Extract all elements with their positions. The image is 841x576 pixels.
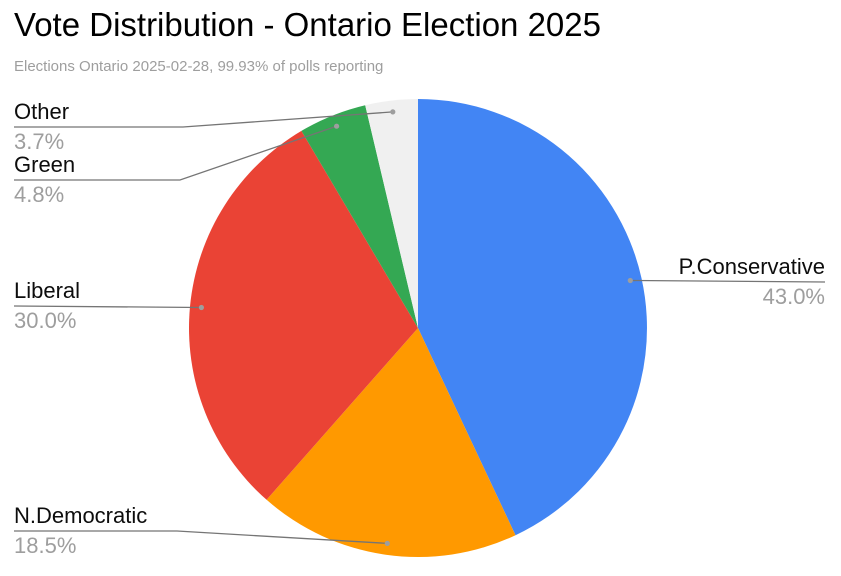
- pie-slice-green[interactable]: [301, 105, 418, 328]
- slice-percent-green: 4.8%: [14, 182, 65, 207]
- pie-slice-other[interactable]: [365, 99, 418, 328]
- callout-p-conservative: P.Conservative 43.0%: [679, 254, 825, 310]
- slice-label-liberal: Liberal: [14, 278, 81, 303]
- pie-slice-p-conservative[interactable]: [418, 99, 647, 536]
- leader-dot-liberal: [198, 304, 204, 311]
- leader-line-green: [14, 125, 337, 181]
- callout-other: Other 3.7%: [14, 99, 69, 155]
- callout-n-democratic: N.Democratic 18.5%: [14, 503, 147, 559]
- slice-label-p-conservative: P.Conservative: [678, 254, 825, 279]
- slice-label-green: Green: [14, 152, 76, 177]
- leader-dot-other: [390, 109, 396, 115]
- callout-liberal: Liberal 30.0%: [14, 278, 80, 334]
- slice-percent-n-democratic: 18.5%: [14, 533, 77, 558]
- pie-slice-n-democratic[interactable]: [266, 328, 516, 557]
- leader-line-liberal: [13, 305, 202, 309]
- leader-line-n-democratic: [14, 530, 388, 545]
- slice-label-other: Other: [14, 99, 70, 124]
- slice-percent-p-conservative: 43.0%: [762, 284, 825, 309]
- slice-percent-liberal: 30.0%: [14, 308, 77, 333]
- chart-title: Vote Distribution - Ontario Election 202…: [14, 6, 601, 43]
- leader-line-other: [14, 111, 393, 128]
- chart-subtitle: Elections Ontario 2025-02-28, 99.93% of …: [14, 58, 384, 75]
- callout-green: Green 4.8%: [14, 152, 75, 208]
- leader-dot-p-conservative: [627, 277, 633, 284]
- slice-percent-other: 3.7%: [14, 129, 65, 154]
- leader-dot-green: [334, 123, 340, 129]
- leader-line-p-conservative: [630, 279, 826, 283]
- pie-slice-liberal[interactable]: [189, 130, 418, 500]
- leader-dot-n-democratic: [384, 540, 390, 547]
- slice-label-n-democratic: N.Democratic: [14, 503, 148, 528]
